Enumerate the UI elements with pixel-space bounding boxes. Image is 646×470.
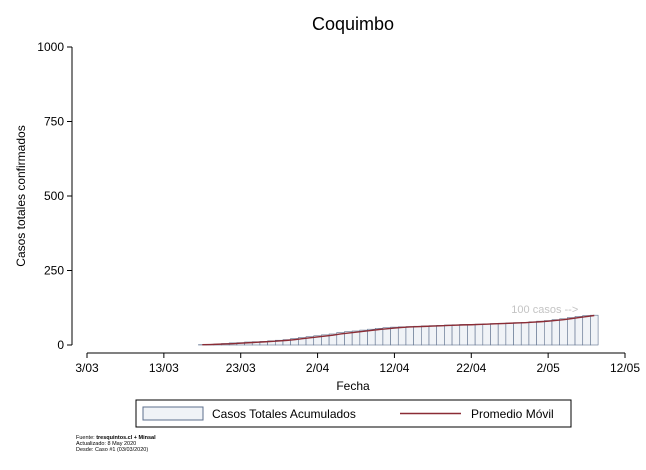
source-note: Fuente: tresquintos.cl + Minsal Actualiz…	[76, 435, 156, 454]
bar	[459, 324, 468, 346]
bar-series	[198, 314, 599, 346]
annotation-100-casos: 100 casos -->	[511, 304, 578, 316]
bar	[574, 316, 584, 346]
bar	[428, 325, 437, 346]
bar	[436, 325, 445, 346]
y-tick-label: 750	[44, 115, 64, 129]
legend-swatch-casos-totales	[142, 406, 204, 421]
y-tick-label: 1000	[37, 40, 64, 54]
y-axis-title: Casos totales confirmados	[14, 125, 28, 266]
bar	[359, 329, 368, 346]
bar	[405, 326, 414, 346]
x-tick-label: 2/04	[306, 361, 330, 375]
bar	[421, 325, 430, 346]
x-tick-label: 3/03	[75, 361, 99, 375]
bar	[567, 317, 576, 346]
bar	[482, 323, 491, 346]
y-axis: 0 250 500 750 1000	[37, 40, 73, 352]
x-axis-title: Fecha	[336, 379, 370, 393]
legend-label-promedio-movil: Promedio Móvil	[471, 407, 554, 421]
moving-average-line	[202, 314, 595, 346]
bar	[513, 322, 522, 346]
bar	[559, 318, 568, 346]
bar	[474, 323, 484, 346]
since-note: Desde: Caso #1 (03/03/2020)	[76, 447, 149, 454]
x-axis: 3/03 13/03 23/03 2/04 12/04 22/04 2/05 12/05	[75, 352, 640, 375]
source-prefix: Fuente:	[76, 435, 97, 441]
y-tick-label: 500	[44, 189, 64, 203]
x-tick-label: 22/04	[456, 361, 486, 375]
y-tick-label: 250	[44, 264, 64, 278]
bar	[397, 326, 407, 346]
bar	[390, 326, 399, 346]
x-tick-label: 23/03	[226, 361, 256, 375]
bar	[528, 321, 537, 346]
source-name: tresquintos.cl + Minsal	[96, 435, 156, 441]
legend-box	[135, 399, 572, 428]
bar	[382, 327, 391, 346]
bar	[543, 320, 553, 346]
legend-label-casos-totales: Casos Totales Acumulados	[212, 407, 356, 421]
bar	[590, 314, 599, 346]
bar	[536, 320, 545, 346]
chart-title: Coquimbo	[312, 14, 394, 34]
bar	[413, 325, 422, 346]
bar	[551, 319, 560, 346]
x-tick-label: 12/05	[610, 361, 640, 375]
x-tick-label: 12/04	[379, 361, 409, 375]
bar	[582, 315, 591, 346]
bar	[467, 324, 476, 346]
x-tick-label: 2/05	[536, 361, 560, 375]
bar	[490, 323, 499, 346]
bar	[497, 322, 507, 346]
x-tick-label: 13/03	[149, 361, 179, 375]
updated-note: Actualizado: 8 May 2020	[76, 441, 137, 448]
bar	[444, 324, 453, 346]
y-tick-label: 0	[57, 338, 64, 352]
bar	[505, 322, 514, 346]
bar	[451, 324, 461, 346]
bar	[520, 322, 530, 346]
bar	[367, 328, 376, 346]
bar	[374, 328, 384, 346]
